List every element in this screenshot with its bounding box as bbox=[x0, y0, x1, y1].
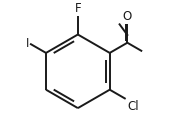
Text: F: F bbox=[75, 2, 81, 15]
Text: O: O bbox=[123, 10, 132, 23]
Text: I: I bbox=[25, 37, 29, 50]
Text: Cl: Cl bbox=[127, 100, 139, 113]
